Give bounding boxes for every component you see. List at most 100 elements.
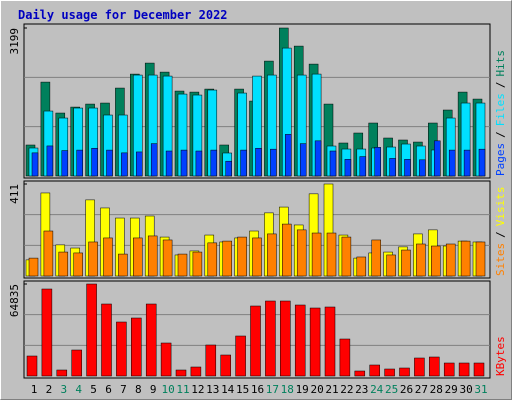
bar	[192, 251, 203, 277]
x-tick-label: 19	[296, 383, 309, 396]
x-tick-label: 14	[221, 383, 235, 396]
bar	[133, 237, 143, 277]
bar	[71, 349, 82, 377]
bar	[389, 158, 396, 177]
bar	[88, 241, 98, 277]
bar	[309, 307, 321, 377]
bar	[431, 245, 441, 277]
bar	[314, 140, 322, 177]
bar	[205, 344, 217, 377]
bar	[359, 156, 367, 177]
legend-entry: Hits	[494, 50, 507, 77]
x-tick-label: 24	[370, 383, 384, 396]
bar	[86, 283, 97, 377]
x-tick-label: 11	[176, 383, 189, 396]
bar	[434, 140, 441, 177]
bar	[207, 242, 218, 277]
bar	[285, 134, 292, 177]
bar	[240, 149, 247, 177]
x-tick-label: 30	[459, 383, 472, 396]
bar	[386, 254, 396, 277]
legend-entry: KBytes	[494, 336, 507, 376]
bar	[299, 143, 307, 177]
legend-entry: Files	[494, 93, 507, 126]
x-tick-label: 18	[281, 383, 294, 396]
x-tick-label: 31	[474, 383, 487, 396]
x-tick-label: 29	[445, 383, 458, 396]
bar	[267, 233, 277, 277]
bar	[26, 355, 38, 377]
bar	[180, 149, 188, 177]
bar	[106, 149, 113, 177]
bar	[296, 229, 307, 277]
bar	[404, 159, 411, 177]
legend: Sites / Visits	[494, 187, 507, 277]
x-tick-label: 6	[105, 383, 112, 396]
bar	[210, 149, 218, 177]
bar	[165, 150, 173, 177]
legend-entry: Sites	[494, 243, 507, 276]
bar	[43, 230, 54, 277]
bar	[252, 237, 262, 277]
bar	[76, 149, 83, 177]
chart-title: Daily usage for December 2022	[18, 8, 228, 22]
bar	[458, 362, 470, 377]
x-tick-label: 3	[60, 383, 67, 396]
bar	[235, 335, 246, 377]
bar	[356, 256, 367, 277]
x-tick-label: 7	[120, 383, 127, 396]
bar	[28, 257, 39, 277]
y-tick-label: 411	[8, 184, 21, 204]
legend-entry: Visits	[494, 187, 507, 227]
bar	[136, 151, 143, 177]
bar	[473, 362, 485, 377]
bar	[399, 367, 410, 377]
bar	[56, 369, 68, 377]
bar	[103, 237, 113, 277]
x-tick-label: 15	[236, 383, 249, 396]
bar	[341, 236, 352, 277]
x-tick-label: 2	[46, 383, 53, 396]
bar	[190, 366, 202, 377]
bar	[150, 143, 158, 177]
x-tick-label: 4	[75, 383, 82, 396]
bar	[282, 223, 292, 277]
x-tick-label: 10	[161, 383, 174, 396]
bar	[270, 148, 277, 177]
bar	[31, 152, 39, 177]
bar	[160, 342, 172, 377]
bar	[369, 364, 380, 377]
bar	[478, 148, 486, 177]
bar	[463, 149, 471, 177]
legend: Pages / Files / Hits	[494, 50, 507, 176]
bar	[339, 338, 351, 377]
bar	[250, 305, 261, 377]
x-tick-label: 20	[310, 383, 323, 396]
bar	[280, 300, 291, 377]
bar	[73, 252, 83, 277]
bar	[61, 150, 69, 177]
bar	[326, 232, 337, 277]
bar	[384, 368, 395, 377]
x-tick-label: 16	[251, 383, 264, 396]
x-tick-label: 23	[355, 383, 368, 396]
bar	[344, 159, 352, 177]
x-tick-label: 5	[90, 383, 97, 396]
bar	[131, 317, 142, 377]
x-tick-label: 13	[206, 383, 219, 396]
x-tick-label: 27	[415, 383, 428, 396]
legend-entry: Pages	[494, 143, 507, 176]
bar	[371, 239, 381, 277]
bar	[429, 356, 440, 377]
x-tick-label: 25	[385, 383, 398, 396]
bar	[162, 239, 173, 277]
bar	[416, 243, 426, 277]
x-tick-label: 17	[266, 383, 279, 396]
bar	[414, 357, 425, 377]
x-tick-label: 8	[135, 383, 142, 396]
bar	[145, 303, 157, 377]
x-tick-label: 9	[150, 383, 157, 396]
bar	[311, 232, 322, 277]
